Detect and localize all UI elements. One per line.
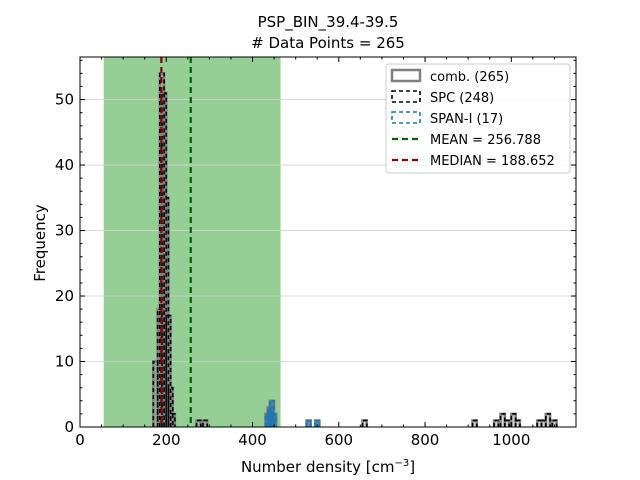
y-tick-label: 0	[64, 418, 74, 436]
legend-box	[385, 63, 571, 174]
y-tick-label: 30	[55, 222, 74, 240]
bar-comb	[472, 420, 477, 427]
legend-swatch-2	[391, 111, 421, 124]
legend: comb. (265) SPC (248) SPAN-I (17) MEAN = 25…	[385, 63, 571, 174]
legend-label-line-1: MEDIAN = 188.652	[430, 154, 555, 169]
x-tick-label: 400	[238, 431, 267, 449]
axes-frame	[79, 56, 577, 428]
series-step-2	[264, 400, 321, 427]
x-axis-label: Number density [cm−3]	[241, 458, 415, 476]
bar-comb	[362, 420, 367, 427]
plot-area: 0 200 400 600 800 1000 0 10 20 30 40 50	[55, 56, 577, 449]
bar-comb	[545, 413, 551, 427]
bar-comb	[511, 413, 516, 427]
bar-comb	[500, 413, 505, 427]
bar-comb	[153, 361, 158, 427]
bar-comb	[504, 420, 510, 427]
bar-comb	[196, 420, 201, 427]
y-tick-label: 10	[55, 353, 74, 371]
bar-comb	[537, 420, 542, 427]
bar-comb	[515, 420, 520, 427]
legend-label-line-0: MEAN = 256.788	[430, 133, 541, 148]
chart-subtitle: # Data Points = 265	[251, 34, 405, 52]
x-tick-label: 600	[324, 431, 353, 449]
x-tick-label: 0	[75, 431, 85, 449]
legend-label-1: SPC (248)	[430, 91, 494, 106]
legend-label-0: comb. (265)	[430, 70, 509, 85]
bar-comb	[541, 420, 546, 427]
x-tick-label: 800	[411, 431, 440, 449]
x-tick-label: 200	[152, 431, 181, 449]
y-tick-label: 20	[55, 287, 74, 305]
bar-comb	[202, 420, 208, 427]
y-axis-label: Frequency	[31, 204, 49, 282]
legend-swatch-1	[391, 90, 421, 103]
y-tick-label: 50	[55, 91, 74, 109]
bar-comb	[552, 420, 557, 427]
legend-swatch-0	[390, 68, 422, 83]
bar-comb	[494, 420, 499, 427]
legend-label-2: SPAN-I (17)	[430, 112, 503, 127]
bar-span-i	[306, 420, 311, 427]
shaded-range	[103, 57, 281, 427]
x-tick-label: 1000	[492, 431, 530, 449]
y-tick-label: 40	[55, 156, 74, 174]
bar-span-i	[315, 420, 320, 427]
series-step-1	[152, 72, 558, 427]
chart-title: PSP_BIN_39.4-39.5	[258, 13, 399, 32]
